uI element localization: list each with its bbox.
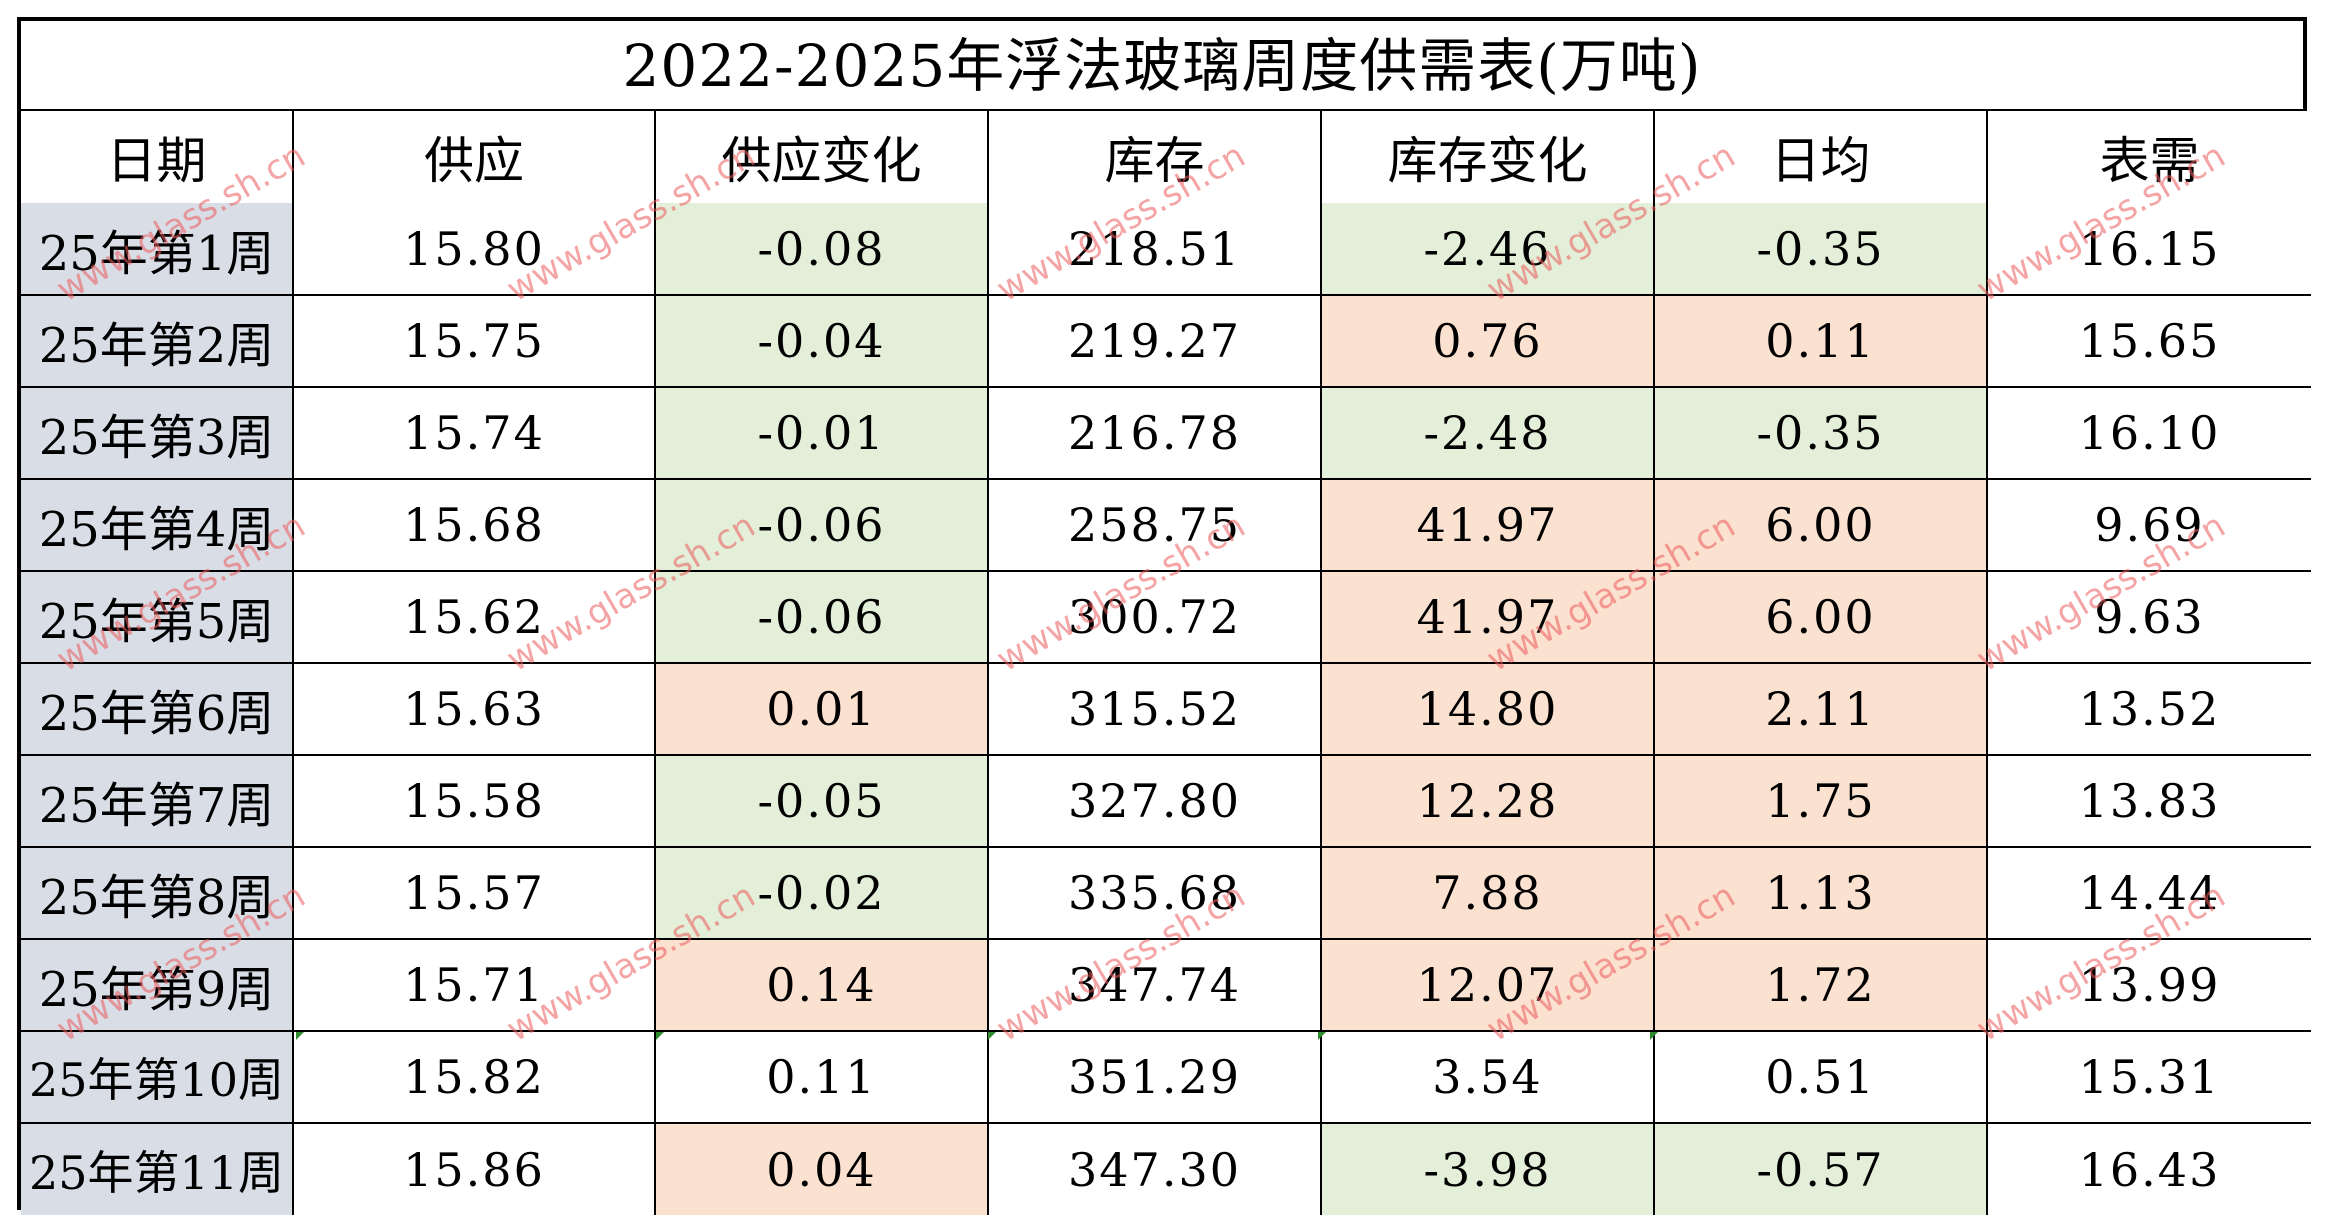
- cell-supply-change: 0.01: [654, 662, 988, 755]
- cell-supply: 15.62: [292, 570, 655, 663]
- cell-demand: 15.31: [1986, 1030, 2311, 1123]
- cell-inventory: 335.68: [987, 846, 1321, 939]
- table-row: 25年第1周 15.80 -0.08 218.51 -2.46 -0.35 16.15: [21, 203, 2311, 295]
- table-row: 25年第2周 15.75 -0.04 219.27 0.76 0.11 15.65: [21, 294, 2311, 387]
- cell-daily-avg: 0.51: [1653, 1030, 1987, 1123]
- cell-inventory-change: 12.07: [1320, 938, 1654, 1031]
- table-row: 25年第3周 15.74 -0.01 216.78 -2.48 -0.35 16.10: [21, 386, 2311, 479]
- table-row: 25年第11周 15.86 0.04 347.30 -3.98 -0.57 16.43: [21, 1122, 2311, 1215]
- cell-inventory: 315.52: [987, 662, 1321, 755]
- table-row: 25年第9周 15.71 0.14 347.74 12.07 1.72 13.99: [21, 938, 2311, 1031]
- cell-supply: 15.71: [292, 938, 655, 1031]
- cell-date: 25年第8周: [21, 846, 293, 939]
- cell-inventory: 327.80: [987, 754, 1321, 847]
- cell-date: 25年第4周: [21, 478, 293, 571]
- header-inventory: 库存: [987, 111, 1321, 203]
- cell-inventory: 351.29: [987, 1030, 1321, 1123]
- cell-supply: 15.80: [292, 203, 655, 295]
- table-row: 25年第8周 15.57 -0.02 335.68 7.88 1.13 14.44: [21, 846, 2311, 939]
- cell-supply: 15.63: [292, 662, 655, 755]
- table-row: 25年第7周 15.58 -0.05 327.80 12.28 1.75 13.83: [21, 754, 2311, 847]
- cell-daily-avg: 2.11: [1653, 662, 1987, 755]
- cell-inventory-change: -2.46: [1320, 203, 1654, 295]
- table-row: 25年第10周 15.82 0.11 351.29 3.54 0.51 15.31: [21, 1030, 2311, 1123]
- cell-inventory-change: 12.28: [1320, 754, 1654, 847]
- cell-supply: 15.68: [292, 478, 655, 571]
- cell-date: 25年第6周: [21, 662, 293, 755]
- cell-supply-change: 0.11: [654, 1030, 988, 1123]
- cell-date: 25年第1周: [21, 203, 293, 295]
- supply-demand-sheet: 2022-2025年浮法玻璃周度供需表(万吨) 日期 供应 供应变化 库存 库存…: [17, 17, 2311, 1215]
- cell-supply: 15.75: [292, 294, 655, 387]
- cell-inventory: 300.72: [987, 570, 1321, 663]
- cell-inventory: 219.27: [987, 294, 1321, 387]
- header-supply-change: 供应变化: [654, 111, 988, 203]
- cell-inventory-change: -2.48: [1320, 386, 1654, 479]
- cell-inventory: 347.30: [987, 1122, 1321, 1215]
- cell-supply-change: -0.02: [654, 846, 988, 939]
- cell-supply-change: 0.14: [654, 938, 988, 1031]
- cell-inventory: 216.78: [987, 386, 1321, 479]
- cell-supply-change: -0.06: [654, 570, 988, 663]
- supply-demand-table: 日期 供应 供应变化 库存 库存变化 日均 表需 25年第1周 15.80 -0.0…: [21, 111, 2311, 1215]
- cell-supply-change: -0.08: [654, 203, 988, 295]
- cell-date: 25年第2周: [21, 294, 293, 387]
- cell-supply-change: -0.01: [654, 386, 988, 479]
- cell-daily-avg: 0.11: [1653, 294, 1987, 387]
- cell-demand: 9.63: [1986, 570, 2311, 663]
- cell-supply-change: -0.05: [654, 754, 988, 847]
- cell-supply: 15.82: [292, 1030, 655, 1123]
- header-supply: 供应: [292, 111, 655, 203]
- cell-demand: 16.15: [1986, 203, 2311, 295]
- header-daily-avg: 日均: [1653, 111, 1987, 203]
- cell-date: 25年第9周: [21, 938, 293, 1031]
- table-row: 25年第5周 15.62 -0.06 300.72 41.97 6.00 9.63: [21, 570, 2311, 663]
- cell-date: 25年第11周: [21, 1122, 293, 1215]
- cell-demand: 9.69: [1986, 478, 2311, 571]
- cell-daily-avg: 1.72: [1653, 938, 1987, 1031]
- cell-inventory-change: 41.97: [1320, 478, 1654, 571]
- cell-demand: 13.99: [1986, 938, 2311, 1031]
- cell-date: 25年第3周: [21, 386, 293, 479]
- header-inventory-change: 库存变化: [1320, 111, 1654, 203]
- header-demand: 表需: [1986, 111, 2311, 203]
- cell-daily-avg: 6.00: [1653, 570, 1987, 663]
- cell-inventory: 347.74: [987, 938, 1321, 1031]
- cell-inventory-change: 0.76: [1320, 294, 1654, 387]
- cell-inventory-change: 7.88: [1320, 846, 1654, 939]
- cell-supply: 15.58: [292, 754, 655, 847]
- cell-inventory-change: 3.54: [1320, 1030, 1654, 1123]
- cell-demand: 16.43: [1986, 1122, 2311, 1215]
- cell-inventory-change: -3.98: [1320, 1122, 1654, 1215]
- cell-daily-avg: 6.00: [1653, 478, 1987, 571]
- cell-inventory-change: 14.80: [1320, 662, 1654, 755]
- table-row: 25年第4周 15.68 -0.06 258.75 41.97 6.00 9.69: [21, 478, 2311, 571]
- cell-daily-avg: 1.13: [1653, 846, 1987, 939]
- cell-daily-avg: 1.75: [1653, 754, 1987, 847]
- cell-daily-avg: -0.35: [1653, 386, 1987, 479]
- cell-supply-change: -0.04: [654, 294, 988, 387]
- cell-daily-avg: -0.57: [1653, 1122, 1987, 1215]
- cell-supply: 15.74: [292, 386, 655, 479]
- cell-date: 25年第10周: [21, 1030, 293, 1123]
- cell-supply: 15.86: [292, 1122, 655, 1215]
- cell-demand: 13.83: [1986, 754, 2311, 847]
- table-title: 2022-2025年浮法玻璃周度供需表(万吨): [21, 21, 2303, 111]
- cell-demand: 15.65: [1986, 294, 2311, 387]
- cell-date: 25年第7周: [21, 754, 293, 847]
- table-row: 25年第6周 15.63 0.01 315.52 14.80 2.11 13.52: [21, 662, 2311, 755]
- cell-inventory-change: 41.97: [1320, 570, 1654, 663]
- header-row: 日期 供应 供应变化 库存 库存变化 日均 表需: [21, 111, 2311, 203]
- cell-demand: 14.44: [1986, 846, 2311, 939]
- cell-inventory: 258.75: [987, 478, 1321, 571]
- cell-inventory: 218.51: [987, 203, 1321, 295]
- cell-demand: 16.10: [1986, 386, 2311, 479]
- header-date: 日期: [21, 111, 293, 203]
- cell-daily-avg: -0.35: [1653, 203, 1987, 295]
- cell-supply: 15.57: [292, 846, 655, 939]
- cell-supply-change: -0.06: [654, 478, 988, 571]
- cell-demand: 13.52: [1986, 662, 2311, 755]
- cell-supply-change: 0.04: [654, 1122, 988, 1215]
- cell-date: 25年第5周: [21, 570, 293, 663]
